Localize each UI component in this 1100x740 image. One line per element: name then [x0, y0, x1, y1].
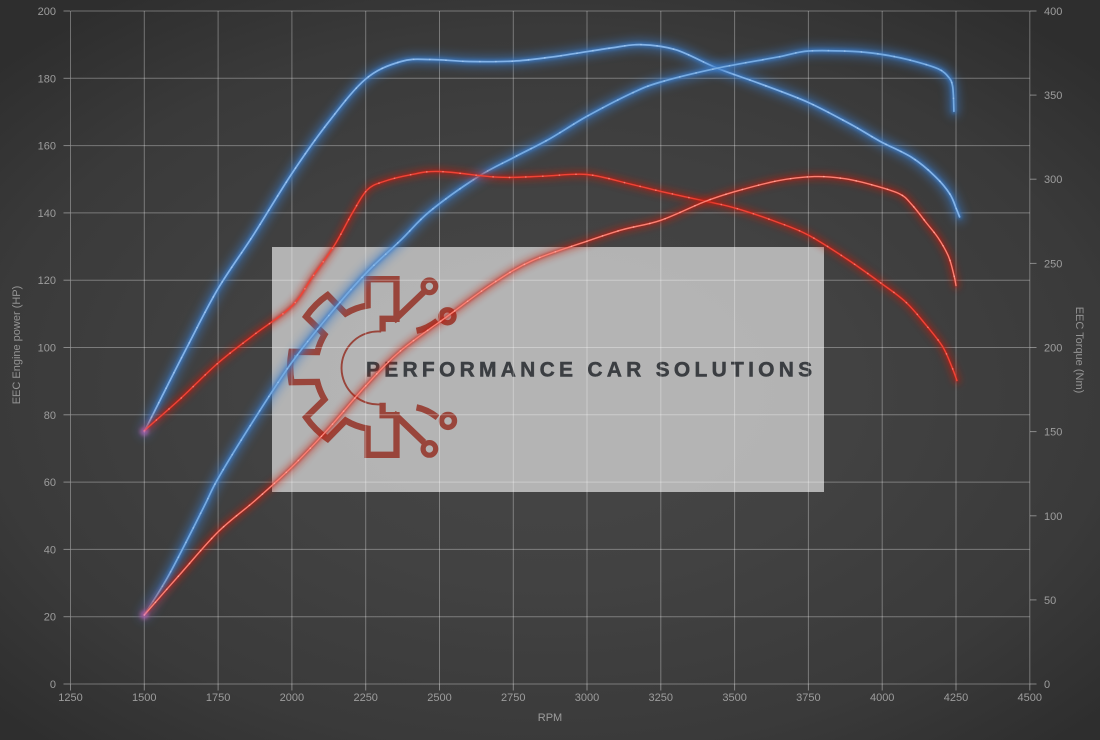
svg-text:EEC Engine power (HP): EEC Engine power (HP) [11, 286, 23, 405]
svg-text:100: 100 [38, 343, 56, 355]
svg-text:50: 50 [1044, 595, 1056, 607]
svg-text:RPM: RPM [538, 712, 562, 724]
svg-text:4500: 4500 [1018, 692, 1042, 704]
svg-text:1250: 1250 [58, 692, 82, 704]
svg-text:1750: 1750 [206, 692, 230, 704]
svg-text:250: 250 [1044, 258, 1062, 270]
svg-text:160: 160 [38, 141, 56, 153]
svg-text:200: 200 [38, 6, 56, 18]
svg-text:2500: 2500 [427, 692, 451, 704]
svg-text:3750: 3750 [796, 692, 820, 704]
svg-text:PERFORMANCE CAR SOLUTIONS: PERFORMANCE CAR SOLUTIONS [366, 359, 816, 382]
svg-text:350: 350 [1044, 90, 1062, 102]
svg-text:140: 140 [38, 208, 56, 220]
svg-text:150: 150 [1044, 427, 1062, 439]
svg-text:4250: 4250 [944, 692, 968, 704]
svg-text:120: 120 [38, 275, 56, 287]
svg-text:2000: 2000 [280, 692, 304, 704]
svg-text:0: 0 [50, 679, 56, 691]
svg-text:60: 60 [44, 477, 56, 489]
svg-text:80: 80 [44, 410, 56, 422]
svg-text:300: 300 [1044, 174, 1062, 186]
svg-text:2750: 2750 [501, 692, 525, 704]
svg-text:180: 180 [38, 73, 56, 85]
svg-text:EEC Torque (Nm): EEC Torque (Nm) [1073, 307, 1085, 394]
svg-text:200: 200 [1044, 343, 1062, 355]
svg-text:100: 100 [1044, 511, 1062, 523]
svg-text:3250: 3250 [649, 692, 673, 704]
svg-text:1500: 1500 [132, 692, 156, 704]
svg-text:400: 400 [1044, 6, 1062, 18]
svg-text:3500: 3500 [722, 692, 746, 704]
svg-text:4000: 4000 [870, 692, 894, 704]
svg-text:20: 20 [44, 612, 56, 624]
svg-text:0: 0 [1044, 679, 1050, 691]
svg-text:40: 40 [44, 544, 56, 556]
svg-text:2250: 2250 [353, 692, 377, 704]
svg-text:3000: 3000 [575, 692, 599, 704]
